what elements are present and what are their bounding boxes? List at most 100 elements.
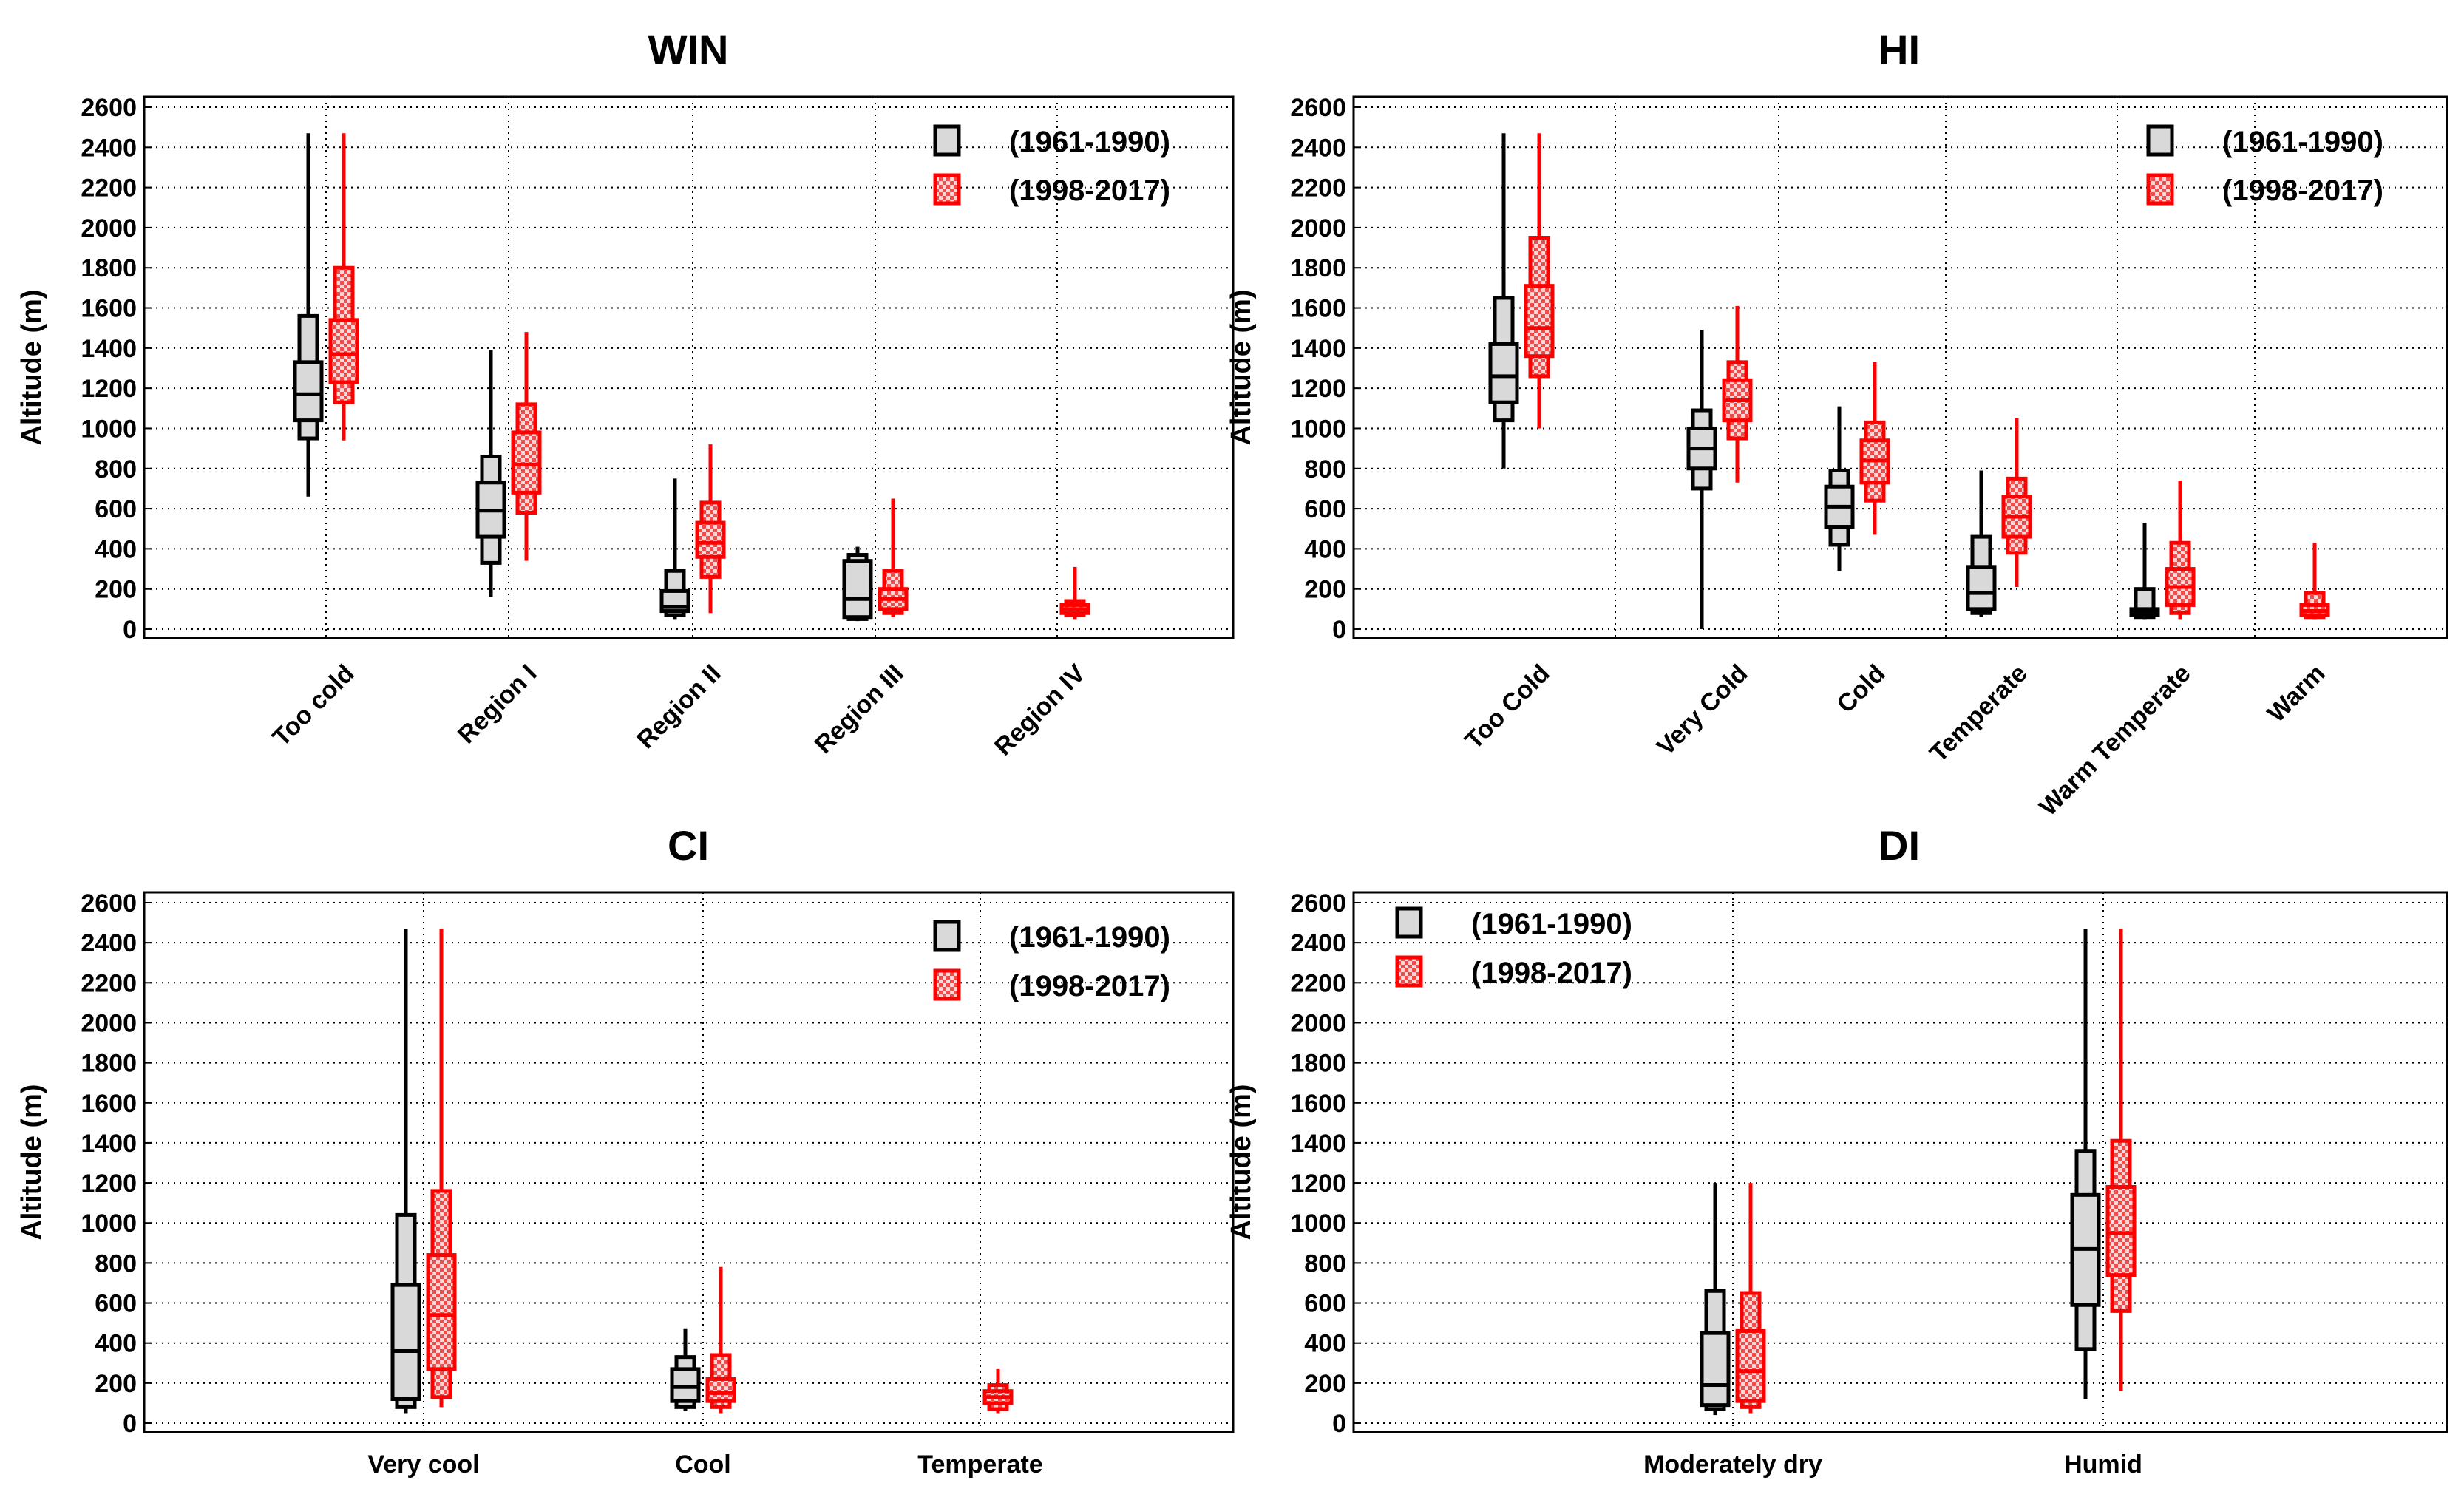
box-25-75 xyxy=(695,520,726,559)
y-tick-label: 600 xyxy=(1304,495,1346,523)
box-1998-2017-0 xyxy=(1524,133,1555,429)
y-tick-label: 1800 xyxy=(1290,1050,1346,1078)
legend-label: (1998-2017) xyxy=(1009,174,1170,207)
legend-label: (1961-1990) xyxy=(1471,908,1632,940)
box-1961-1990-0 xyxy=(390,929,421,1414)
plot-frame xyxy=(1352,95,2448,639)
category-label: Temperate xyxy=(1924,659,2033,768)
y-tick-label: 2000 xyxy=(1290,214,1346,242)
panel-title: HI xyxy=(1878,27,1920,73)
box-25-75 xyxy=(293,360,324,423)
y-tick-label: 1600 xyxy=(1290,1090,1346,1118)
legend-swatch xyxy=(933,968,961,1001)
box-1961-1990-1 xyxy=(2070,929,2101,1399)
category-label: Region I xyxy=(452,659,543,750)
box-25-75 xyxy=(1524,284,1555,359)
box-1961-1990-1 xyxy=(1686,330,1717,629)
box-25-75 xyxy=(842,559,873,620)
y-tick-label: 1200 xyxy=(81,375,137,403)
y-tick-label: 2000 xyxy=(1290,1009,1346,1037)
box-25-75 xyxy=(2105,1184,2137,1277)
y-tick-label: 1400 xyxy=(1290,335,1346,363)
box-1998-2017-0 xyxy=(1735,1183,1766,1414)
y-tick-label: 1600 xyxy=(81,295,137,323)
y-tick-label: 400 xyxy=(95,1330,137,1358)
legend-swatch xyxy=(933,173,961,206)
y-tick-label: 1600 xyxy=(81,1090,137,1118)
box-25-75 xyxy=(670,1367,701,1403)
box-25-75 xyxy=(328,318,359,384)
box-1998-2017-5 xyxy=(2299,543,2330,620)
box-1961-1990-3 xyxy=(1966,470,1997,617)
category-label: Region IV xyxy=(989,659,1091,761)
box-1998-2017-2 xyxy=(695,444,726,614)
box-1998-2017-0 xyxy=(426,929,457,1408)
y-tick-label: 2000 xyxy=(81,214,137,242)
category-label: Too cold xyxy=(267,659,359,752)
y-tick-label: 800 xyxy=(1304,1249,1346,1277)
legend-label: (1998-2017) xyxy=(1009,970,1170,1002)
y-tick-label: 0 xyxy=(123,1410,137,1438)
y-tick-label: 200 xyxy=(1304,1370,1346,1398)
box-25-75 xyxy=(426,1253,457,1371)
y-tick-label: 2200 xyxy=(81,174,137,203)
box-1961-1990-0 xyxy=(1700,1183,1731,1416)
legend-label: (1998-2017) xyxy=(2222,174,2383,207)
box-1961-1990-4 xyxy=(2129,523,2160,620)
box-1998-2017-4 xyxy=(1059,566,1090,620)
y-tick-label: 1400 xyxy=(81,335,137,363)
box-1998-2017-3 xyxy=(2001,418,2032,587)
box-1961-1990-2 xyxy=(1824,406,1855,571)
legend-label: (1961-1990) xyxy=(1009,921,1170,954)
y-tick-label: 2200 xyxy=(1290,174,1346,203)
y-tick-label: 0 xyxy=(1332,1410,1346,1438)
panel-title: CI xyxy=(668,822,709,869)
box-1998-2017-1 xyxy=(2105,929,2137,1391)
box-25-75 xyxy=(1488,342,1519,404)
y-tick-label: 600 xyxy=(1304,1290,1346,1318)
y-axis-label: Altitude (m) xyxy=(16,289,47,445)
y-axis-label: Altitude (m) xyxy=(16,1084,47,1240)
box-1998-2017-1 xyxy=(1722,305,1753,483)
y-tick-label: 1400 xyxy=(1290,1130,1346,1158)
y-tick-label: 2200 xyxy=(81,969,137,997)
y-tick-label: 0 xyxy=(123,616,137,644)
y-tick-label: 200 xyxy=(1304,576,1346,604)
y-tick-label: 1600 xyxy=(1290,295,1346,323)
category-label: Warm Temperate xyxy=(2034,659,2196,821)
y-axis-label: Altitude (m) xyxy=(1226,1084,1257,1240)
y-tick-label: 600 xyxy=(95,495,137,523)
y-tick-label: 2200 xyxy=(1290,969,1346,997)
y-tick-label: 2400 xyxy=(81,134,137,162)
y-tick-label: 1000 xyxy=(1290,1209,1346,1238)
category-label: Region III xyxy=(810,659,909,759)
plot-frame xyxy=(1352,891,2448,1433)
plot-frame xyxy=(143,95,1235,639)
box-1998-2017-1 xyxy=(705,1266,736,1414)
y-tick-label: 400 xyxy=(1304,535,1346,563)
y-tick-label: 1200 xyxy=(81,1170,137,1198)
category-label: Humid xyxy=(2064,1450,2142,1479)
box-1961-1990-2 xyxy=(659,478,690,620)
legend-swatch xyxy=(933,124,961,157)
legend-label: (1961-1990) xyxy=(2222,126,2383,158)
y-tick-label: 1800 xyxy=(1290,254,1346,282)
box-25-75 xyxy=(1735,1328,1766,1403)
y-tick-label: 2400 xyxy=(1290,929,1346,957)
box-1998-2017-1 xyxy=(511,332,542,561)
box-1998-2017-3 xyxy=(878,498,909,617)
box-25-75 xyxy=(705,1377,736,1403)
legend-swatch xyxy=(2146,124,2174,157)
legend-swatch xyxy=(1395,906,1423,939)
category-label: Too Cold xyxy=(1459,659,1555,755)
plot-frame xyxy=(143,891,1235,1433)
y-axis-label: Altitude (m) xyxy=(1226,289,1257,445)
panel-hi: HI 0 200 400 600 800 1000 1200 1400 1600 1800 2000 2… xyxy=(1226,27,2448,821)
box-1998-2017-0 xyxy=(328,133,359,441)
box-1961-1990-0 xyxy=(293,133,324,497)
y-tick-label: 800 xyxy=(95,1249,137,1277)
y-tick-label: 400 xyxy=(95,535,137,563)
y-tick-label: 2000 xyxy=(81,1009,137,1037)
